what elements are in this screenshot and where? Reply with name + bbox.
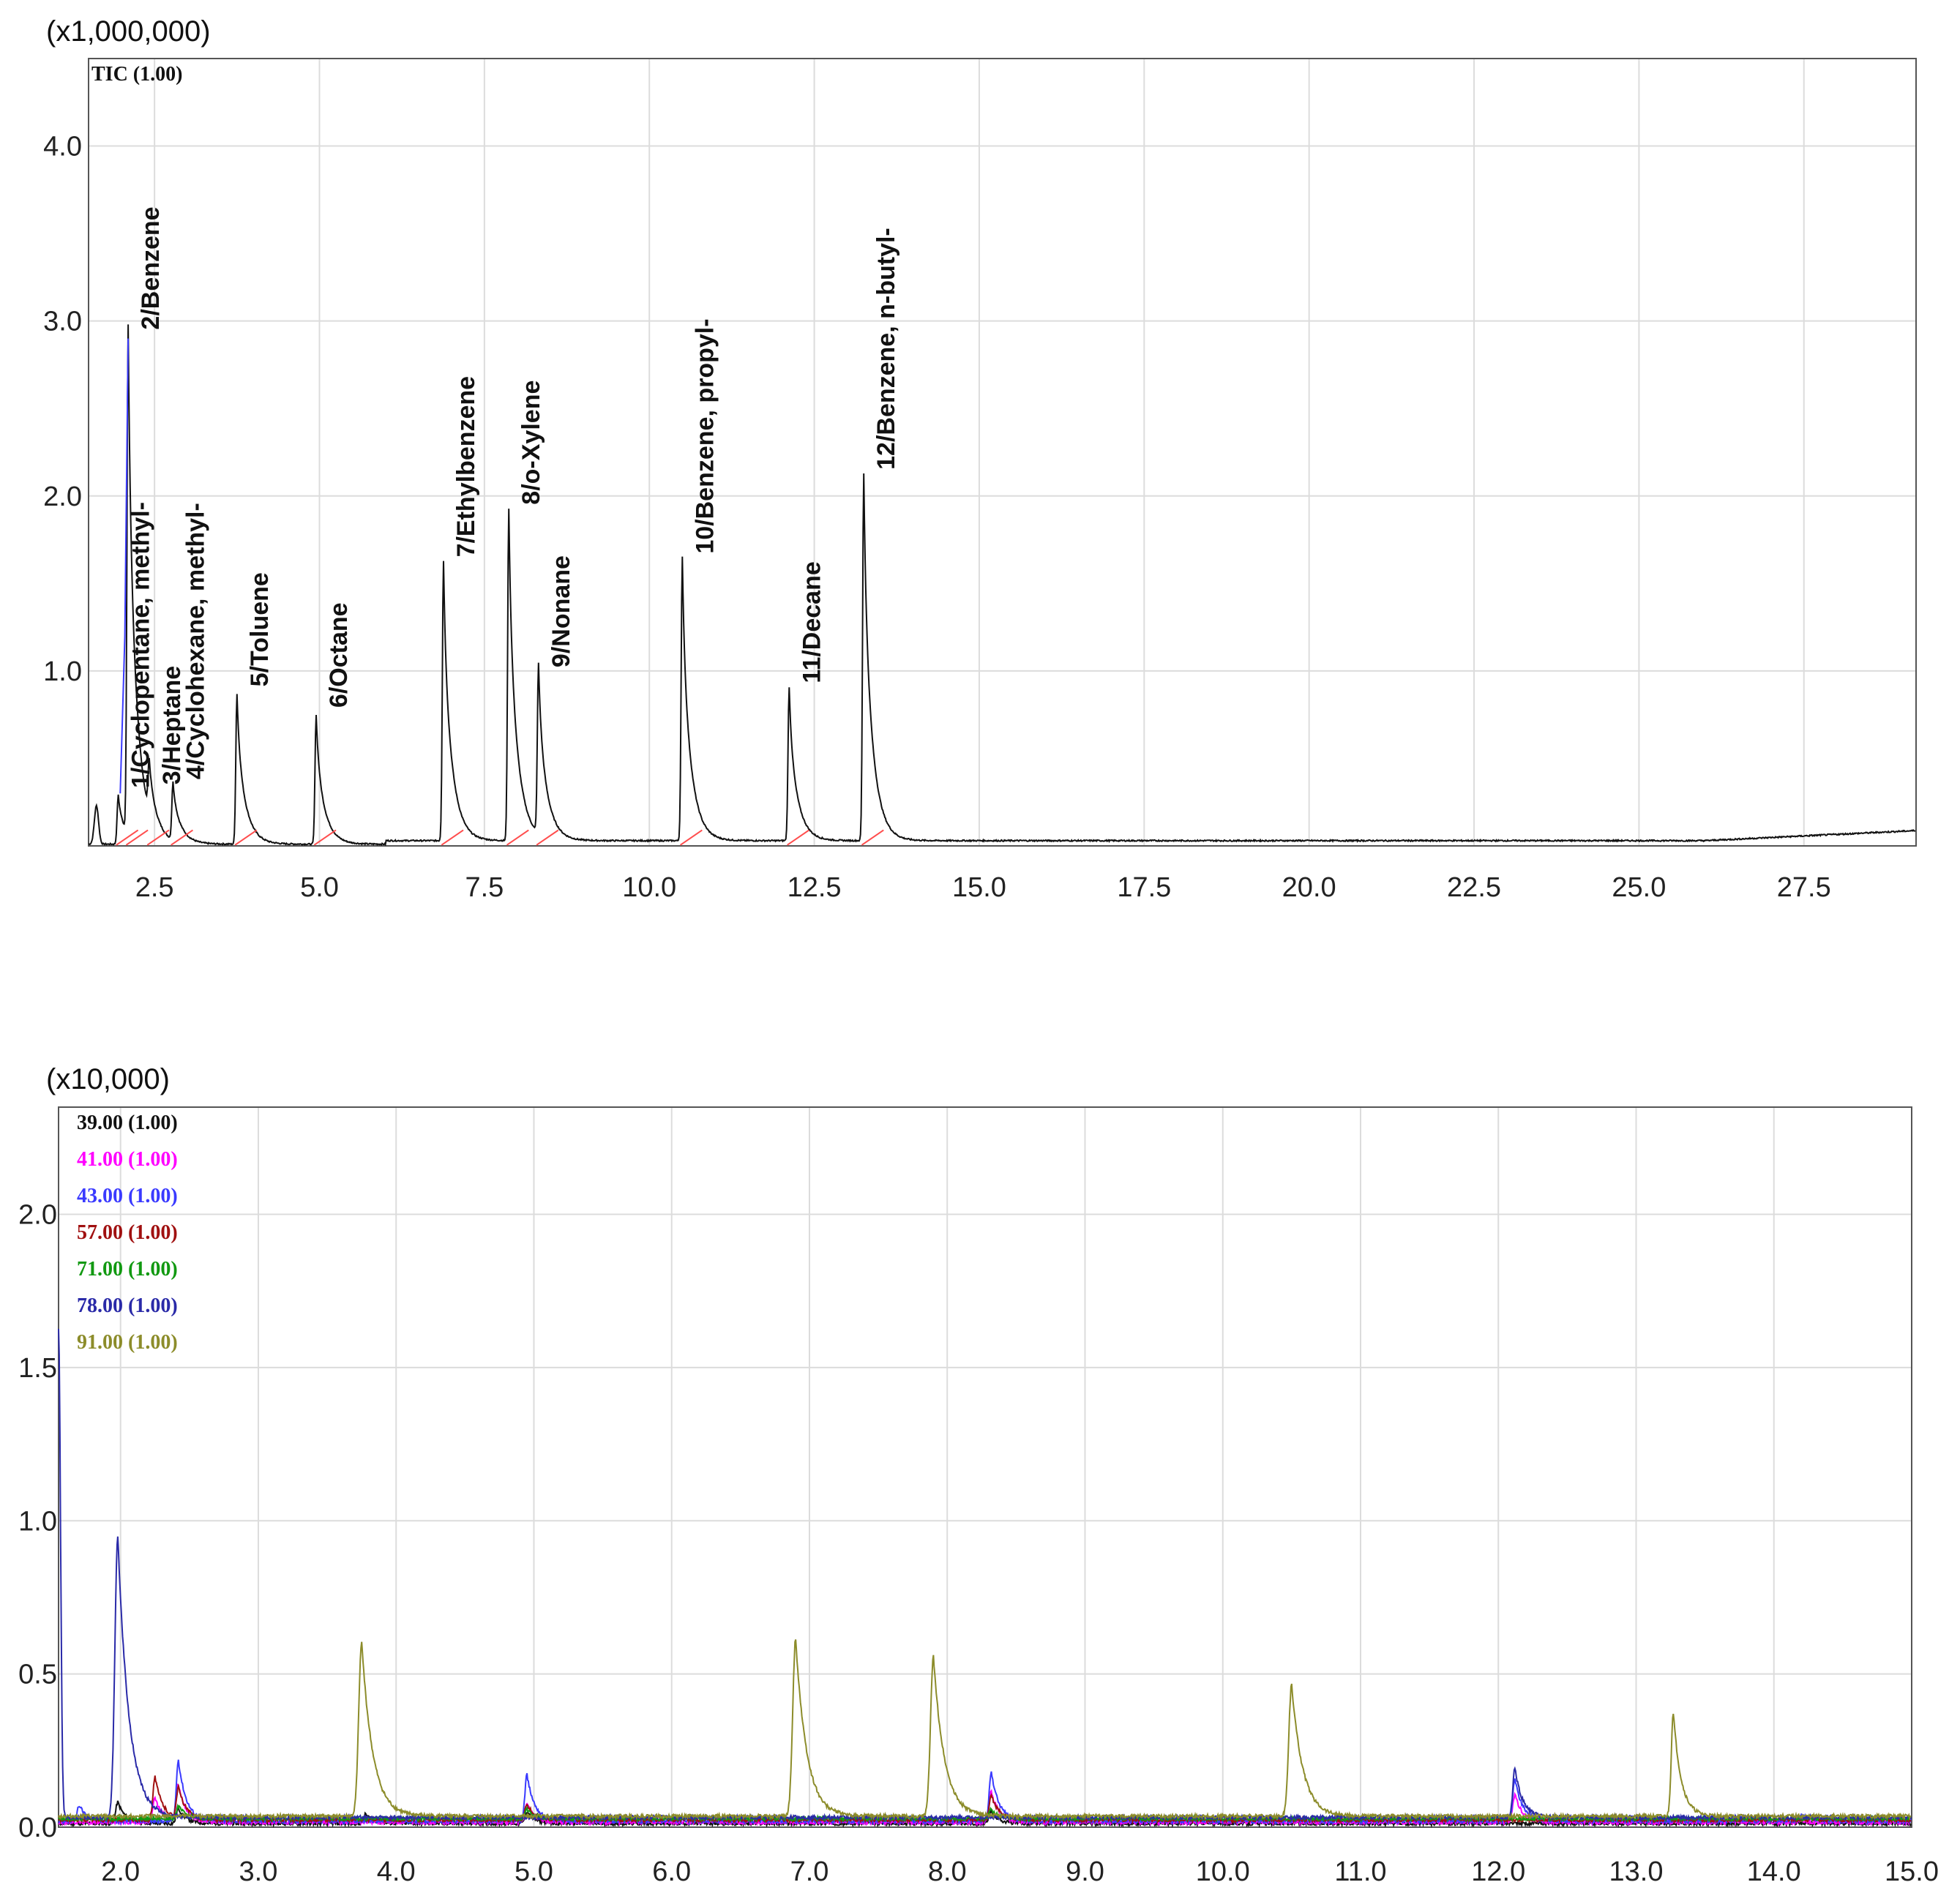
tic-chromatogram: (x1,000,000) 1.0 2.0 3.0 4.0 2.5 5.0 7.5 10.0 1… [43,15,1917,903]
tic-x-tick-label: 22.5 [1447,872,1501,903]
tic-benzene-overlay [119,338,130,794]
ion-y-tick-label: 2.0 [18,1200,57,1231]
tic-peak-label: 4/Cyclohexane, methyl- [182,503,209,779]
tic-y-tick-label: 1.0 [43,656,82,687]
tic-x-tick-label: 10.0 [622,872,676,903]
tic-x-tick-label: 12.5 [788,872,842,903]
tic-baseline-segment [536,829,559,846]
ion-x-tick-label: 13.0 [1609,1856,1664,1887]
ion-x-tick-label: 9.0 [1066,1856,1104,1887]
ion-x-tick-label: 7.0 [790,1856,829,1887]
ion-y-tick-label: 1.0 [18,1506,57,1537]
tic-peak-labels: 1/Cyclopentane, methyl- 2/Benzene 3/Heptan… [127,206,901,788]
ion-x-tick-label: 6.0 [652,1856,691,1887]
tic-x-tick-label: 2.5 [135,872,174,903]
tic-peak-label: 2/Benzene [137,206,165,329]
ion-x-tick-label: 15.0 [1885,1856,1939,1887]
tic-x-tick-label: 17.5 [1117,872,1171,903]
tic-baseline-segment [787,829,809,846]
tic-x-tick-label: 20.0 [1282,872,1336,903]
tic-x-tick-label: 5.0 [300,872,339,903]
tic-x-tick-label: 7.5 [465,872,504,903]
tic-trace-line [88,324,1916,847]
ion-legend-entry: 91.00 (1.00) [77,1331,178,1354]
ion-y-axis: 0.0 0.5 1.0 1.5 2.0 [18,1200,57,1843]
tic-traces [88,324,1916,847]
tic-baseline-segment [680,829,703,846]
tic-plot-frame [88,58,1917,847]
tic-y-tick-label: 4.0 [43,132,82,162]
tic-peak-label: 5/Toluene [246,572,274,686]
tic-y-tick-label: 2.0 [43,481,82,512]
tic-baseline-segment [506,829,529,846]
ion-x-axis: 2.0 3.0 4.0 5.0 6.0 7.0 8.0 9.0 10.0 11.0 12.0 13.0… [101,1856,1939,1887]
ion-legend: 39.00 (1.00) 41.00 (1.00) 43.00 (1.00) 57.0… [77,1112,178,1354]
tic-peak-label: 12/Benzene, n-butyl- [872,228,900,470]
ion-x-tick-label: 5.0 [515,1856,553,1887]
tic-baseline-segment [116,829,139,846]
tic-grid [89,59,1916,846]
ion-trace-line [58,1328,1912,1822]
ion-trace-line [58,1759,1912,1826]
tic-scale-label: (x1,000,000) [46,15,211,48]
ion-x-tick-label: 8.0 [928,1856,967,1887]
ion-x-tick-label: 12.0 [1471,1856,1525,1887]
ion-chromatogram: (x10,000) 0.0 0.5 1.0 1.5 2.0 2.0 3.0 4.0 5.0 6.… [18,1063,1939,1887]
tic-peak-label: 6/Octane [325,602,353,708]
ion-legend-entry: 78.00 (1.00) [77,1294,178,1317]
tic-x-tick-label: 15.0 [952,872,1006,903]
ion-legend-entry: 57.00 (1.00) [77,1221,178,1244]
ion-grid [59,1107,1912,1828]
ion-x-tick-label: 2.0 [101,1856,140,1887]
tic-baseline-segment [171,829,193,846]
tic-baseline-segment [234,829,258,846]
ion-plot-frame [58,1106,1912,1828]
ion-scale-label: (x10,000) [46,1063,170,1095]
tic-baseline-segment [441,829,464,846]
ion-y-tick-label: 0.5 [18,1660,57,1690]
ion-traces [58,1328,1912,1829]
ion-x-tick-label: 14.0 [1747,1856,1801,1887]
tic-baseline-segment [146,829,170,846]
tic-peak-label: 10/Benzene, propyl- [691,318,719,553]
tic-legend-entry: TIC (1.00) [91,63,182,86]
tic-peak-label: 1/Cyclopentane, methyl- [127,502,155,788]
ion-x-tick-label: 4.0 [377,1856,416,1887]
ion-trace-line [58,1639,1912,1821]
tic-x-tick-label: 27.5 [1777,872,1831,903]
ion-legend-entry: 41.00 (1.00) [77,1148,178,1171]
ion-legend-entry: 43.00 (1.00) [77,1185,178,1207]
ion-x-tick-label: 11.0 [1334,1856,1386,1887]
tic-x-axis: 2.5 5.0 7.5 10.0 12.5 15.0 17.5 20.0 22.5 25.0 27.… [135,872,1831,903]
tic-baseline-segment [313,829,337,846]
tic-peak-label: 11/Decane [798,561,826,683]
tic-peak-label: 8/o-Xylene [517,381,545,505]
ion-legend-entry: 71.00 (1.00) [77,1258,178,1281]
tic-x-tick-label: 25.0 [1612,872,1666,903]
tic-peak-label: 9/Nonane [547,555,575,667]
ion-x-tick-label: 10.0 [1196,1856,1250,1887]
tic-baseline-segment [861,829,884,846]
tic-baseline-segment [125,829,149,846]
ion-legend-entry: 39.00 (1.00) [77,1112,178,1134]
tic-y-axis: 1.0 2.0 3.0 4.0 [43,132,82,687]
ion-y-tick-label: 1.5 [18,1353,57,1384]
tic-peak-label: 7/Ethylbenzene [452,376,480,558]
ion-y-tick-label: 0.0 [18,1813,57,1843]
tic-y-tick-label: 3.0 [43,307,82,337]
ion-x-tick-label: 3.0 [239,1856,278,1887]
tic-peak-label: 3/Heptane [158,666,186,785]
